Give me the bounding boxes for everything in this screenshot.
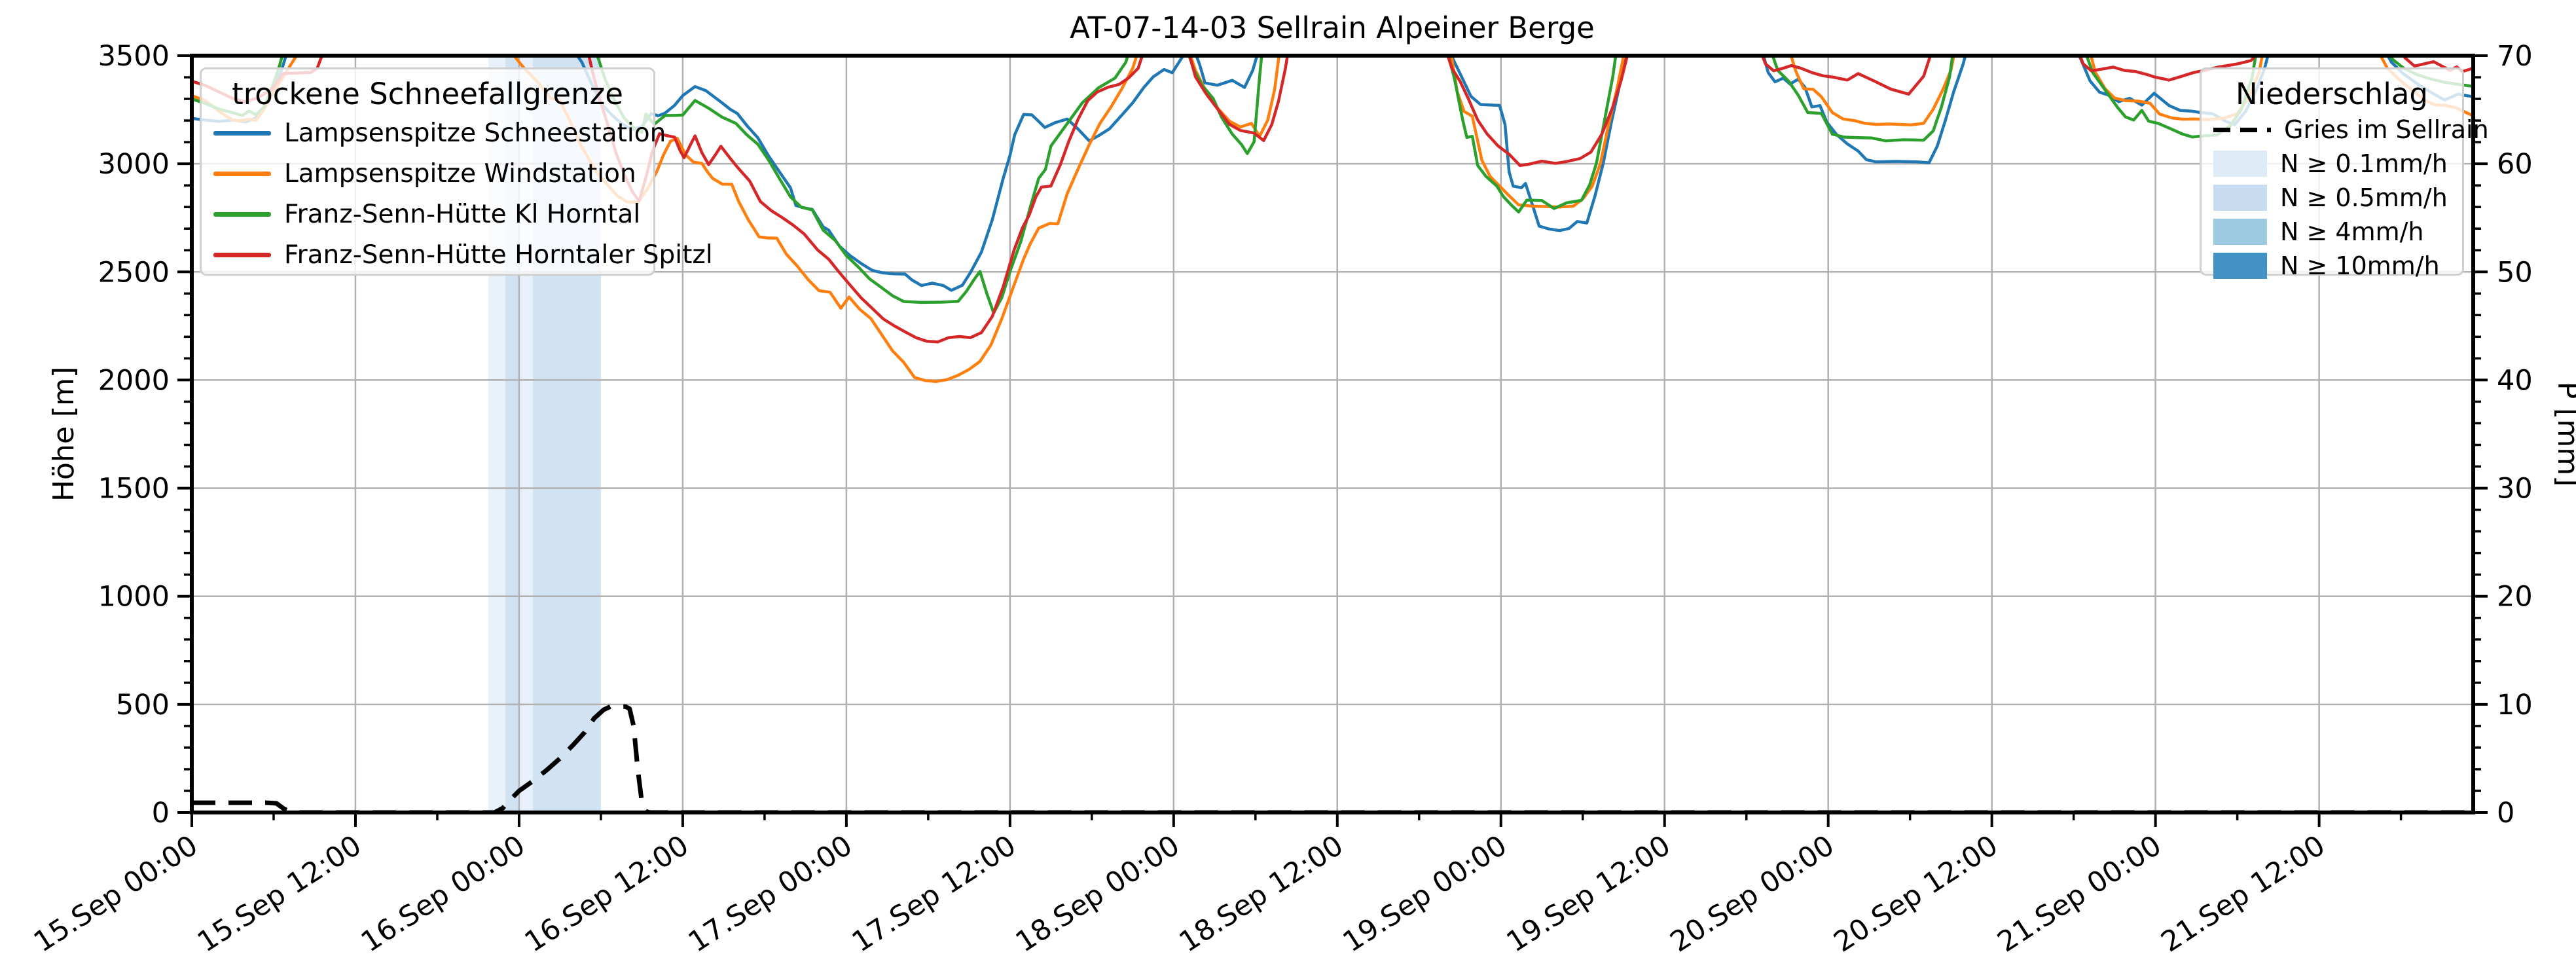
x-tick-label: 21.Sep 00:00	[1992, 829, 2168, 958]
legend-dashed-swatch	[2213, 127, 2271, 132]
legend-item-label: N ≥ 0.1mm/h	[2280, 149, 2448, 179]
legend-patch-swatch	[2213, 219, 2267, 246]
x-tick-label: 16.Sep 12:00	[519, 829, 695, 958]
legend-item-label: Franz-Senn-Hütte Kl Horntal	[284, 199, 641, 229]
y-left-tick-label: 0	[152, 797, 170, 830]
legend-line-swatch	[213, 211, 271, 217]
legend-item: Lampsenspitze Windstation	[213, 153, 642, 194]
y-right-tick-label: 60	[2497, 148, 2533, 181]
legend-item-label: Gries im Sellrain	[2284, 115, 2489, 145]
legend-item: Franz-Senn-Hütte Horntaler Spitzl	[213, 234, 713, 275]
x-tick-label: 17.Sep 00:00	[683, 829, 858, 958]
x-tick-label: 18.Sep 12:00	[1174, 829, 1349, 958]
y-left-tick-label: 500	[116, 689, 170, 721]
x-tick-label: 20.Sep 00:00	[1665, 829, 1840, 958]
legend-item-label: N ≥ 10mm/h	[2280, 251, 2440, 281]
legend-item: N ≥ 10mm/h	[2213, 249, 2450, 283]
legend-item: Franz-Senn-Hütte Kl Horntal	[213, 194, 642, 234]
y-right-tick-label: 50	[2497, 256, 2533, 289]
legend-item: N ≥ 4mm/h	[2213, 215, 2450, 249]
legend-line-swatch	[213, 130, 271, 136]
x-tick-label: 19.Sep 12:00	[1501, 829, 1677, 958]
legend-item-label: N ≥ 4mm/h	[2280, 217, 2424, 247]
y-left-tick-label: 1000	[98, 581, 170, 613]
legend-item: Lampsenspitze Schneestation	[213, 113, 666, 153]
y-left-tick-label: 3000	[98, 148, 170, 181]
legend-snowfall-title: trockene Schneefallgrenze	[232, 77, 623, 111]
chart-title: AT-07-14-03 Sellrain Alpeiner Berge	[1070, 10, 1595, 45]
y-axis-label-right: P [mm]	[2551, 382, 2576, 487]
series-line	[192, 56, 2473, 344]
x-tick-label: 17.Sep 12:00	[846, 829, 1022, 958]
legend-patch-swatch	[2213, 151, 2267, 177]
y-right-tick-label: 10	[2497, 689, 2533, 721]
gridlines	[192, 56, 2473, 812]
legend-item-label: Lampsenspitze Schneestation	[284, 118, 666, 148]
legend-snowfall-limit: trockene Schneefallgrenze Lampsenspitze …	[200, 67, 713, 276]
plot-spines	[190, 54, 2475, 814]
legend-patch-swatch	[2213, 185, 2267, 211]
x-tick-label: 19.Sep 00:00	[1337, 829, 1513, 958]
legend-item-label: N ≥ 0.5mm/h	[2280, 183, 2448, 213]
x-tick-label: 16.Sep 00:00	[355, 829, 531, 958]
y-left-tick-label: 2000	[98, 364, 170, 397]
y-right-tick-label: 20	[2497, 581, 2533, 613]
y-right-tick-label: 0	[2497, 797, 2514, 830]
legend-item: N ≥ 0.5mm/h	[2213, 181, 2450, 215]
x-tick-label: 15.Sep 12:00	[192, 829, 367, 958]
legend-patch-swatch	[2213, 253, 2267, 280]
legend-line-swatch	[213, 171, 271, 176]
x-tick-label: 21.Sep 12:00	[2156, 829, 2331, 958]
legend-item: N ≥ 0.1mm/h	[2213, 147, 2450, 181]
y-right-tick-label: 30	[2497, 473, 2533, 505]
x-tick-label: 18.Sep 00:00	[1010, 829, 1186, 958]
legend-item-label: Franz-Senn-Hütte Horntaler Spitzl	[284, 240, 713, 270]
y-right-tick-label: 70	[2497, 40, 2533, 73]
x-tick-label: 15.Sep 00:00	[28, 829, 204, 958]
y-left-tick-label: 2500	[98, 256, 170, 289]
legend-item-label: Lampsenspitze Windstation	[284, 158, 636, 189]
legend-line-swatch	[213, 252, 271, 257]
y-axis-label-left: Höhe [m]	[47, 367, 81, 502]
y-left-tick-label: 1500	[98, 473, 170, 505]
legend-item: Gries im Sellrain	[2213, 113, 2489, 147]
series-line	[192, 56, 2473, 315]
y-left-tick-label: 3500	[98, 40, 170, 73]
y-right-tick-label: 40	[2497, 364, 2533, 397]
legend-precipitation: Niederschlag Gries im Sellrain N ≥ 0.1mm/…	[2200, 67, 2489, 280]
x-tick-label: 20.Sep 12:00	[1828, 829, 2004, 958]
legend-precipitation-title: Niederschlag	[2236, 77, 2428, 111]
